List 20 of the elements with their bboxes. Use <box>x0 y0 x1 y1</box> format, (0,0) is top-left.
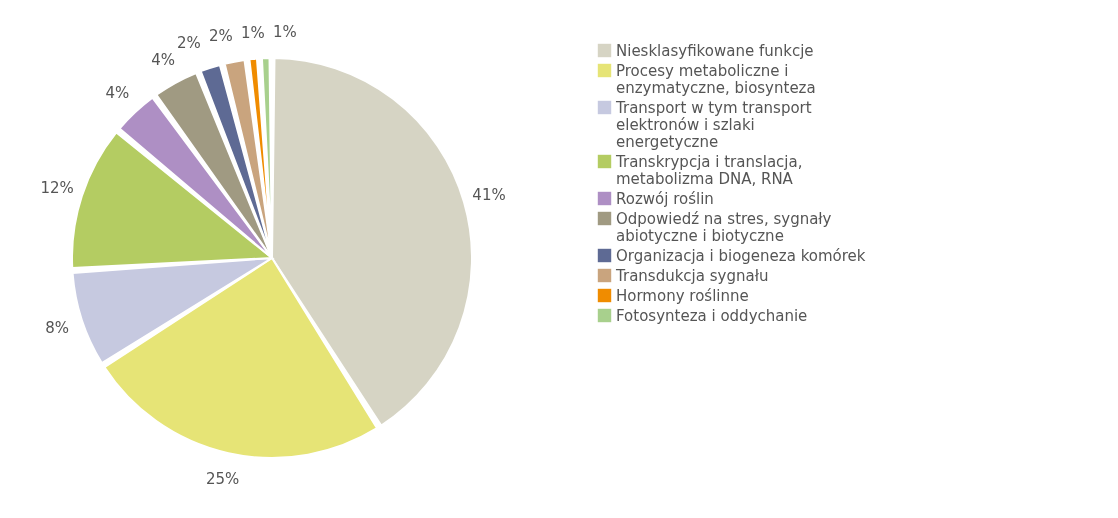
data-label: 4% <box>105 84 130 103</box>
data-label: 12% <box>40 179 74 198</box>
data-label: 4% <box>151 50 176 69</box>
legend-label: Procesy metaboliczne i enzymatyczne, biosynteza <box>616 61 816 97</box>
legend-label: Rozwój roślin <box>616 189 714 208</box>
data-label: 2% <box>208 27 233 45</box>
data-label: 2% <box>176 34 201 53</box>
legend-label: Odpowiedź na stres, sygnały abiotyczne i biotyczne <box>616 209 832 245</box>
data-label: 1% <box>272 23 297 42</box>
data-label: 25% <box>206 469 240 488</box>
data-label: 8% <box>45 318 69 337</box>
legend-label: Transport w tym transport elektronów i szlaki energetyczne <box>615 98 812 151</box>
data-label: 1% <box>240 24 265 42</box>
legend-label: Hormony roślinne <box>616 286 749 305</box>
data-label: 41% <box>472 185 506 204</box>
legend-label: Organizacja i biogeneza komórek <box>616 246 866 265</box>
legend-label: Fotosynteza i oddychanie <box>616 306 808 325</box>
legend-label: Transdukcja sygnału <box>615 266 769 285</box>
legend-label: Transkrypcja i translacja, metabolizma DNA, RNA <box>615 152 803 188</box>
legend-label: Niesklasyfikowane funkcje <box>616 41 814 60</box>
